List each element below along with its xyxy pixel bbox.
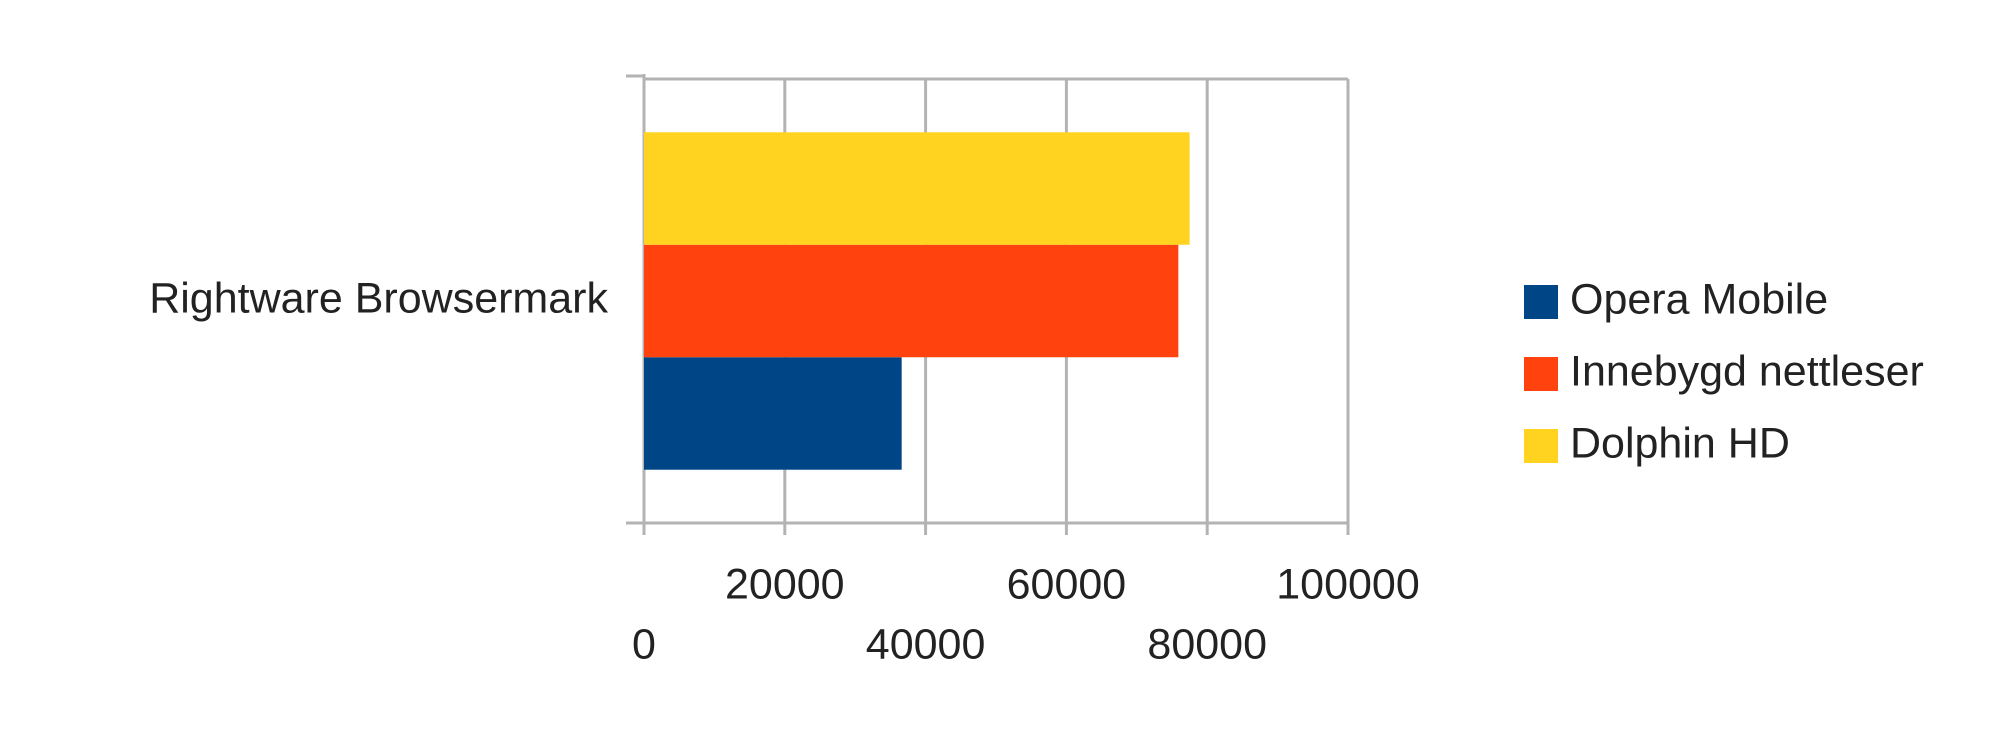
x-tick-label: 0 <box>632 620 656 668</box>
bar <box>644 357 902 470</box>
legend-swatch <box>1524 285 1558 319</box>
x-tick-label: 80000 <box>1147 620 1267 668</box>
legend-label: Innebygd nettleser <box>1570 347 1924 395</box>
bar <box>644 132 1190 245</box>
x-tick-label: 20000 <box>725 560 845 608</box>
x-tick-label: 100000 <box>1276 560 1420 608</box>
x-tick-label: 60000 <box>1007 560 1127 608</box>
y-tick-label: Rightware Browsermark <box>149 274 608 322</box>
legend-label: Dolphin HD <box>1570 419 1790 467</box>
legend-swatch <box>1524 429 1558 463</box>
bar <box>644 244 1179 358</box>
x-tick-label: 40000 <box>866 620 986 668</box>
legend-label: Opera Mobile <box>1570 275 1828 323</box>
legend-swatch <box>1524 357 1558 391</box>
